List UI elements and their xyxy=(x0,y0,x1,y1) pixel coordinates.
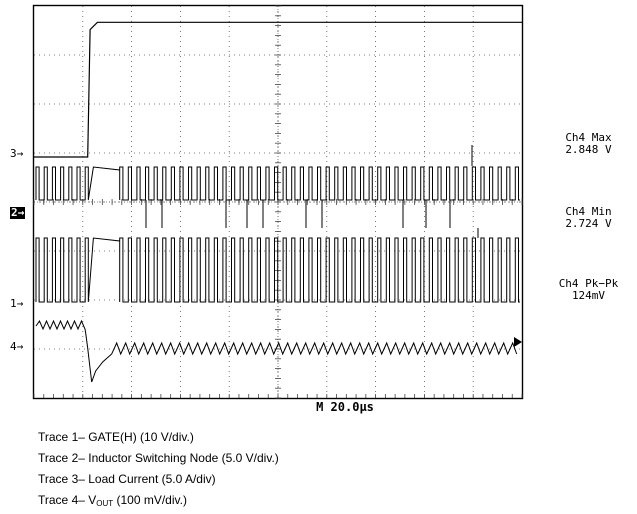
trigger-arrow-icon xyxy=(514,337,522,347)
trace-1-marker: 1→ xyxy=(10,297,24,310)
caption-trace-1: Trace 1– GATE(H) (10 V/div.) xyxy=(38,430,194,444)
ch4-pkpk-value: 124mV xyxy=(571,289,606,302)
ch4-max-label: Ch4 Max xyxy=(565,131,612,144)
ch4-max-readout: Ch4 Max 2.848 V xyxy=(540,132,637,156)
ch4-min-readout: Ch4 Min 2.724 V xyxy=(540,206,637,230)
trace-2-marker: 2→ xyxy=(10,206,26,219)
plot-frame xyxy=(32,4,524,400)
timebase-readout: M 20.0µs xyxy=(316,400,374,414)
trace-4-marker: 4→ xyxy=(10,340,24,353)
trace-2-switching-node xyxy=(35,166,520,201)
trace-1-gate-high xyxy=(35,237,520,303)
caption-trace-2: Trace 2– Inductor Switching Node (5.0 V/… xyxy=(38,451,279,465)
trace-3-load-current xyxy=(34,21,522,158)
ch4-min-label: Ch4 Min xyxy=(565,205,612,218)
trace-3-marker: 3→ xyxy=(10,147,24,160)
ch4-max-value: 2.848 V xyxy=(565,143,612,156)
trace-captions: Trace 1– GATE(H) (10 V/div.) Trace 2– In… xyxy=(38,427,279,514)
trace-group xyxy=(34,21,522,383)
ch4-pkpk-readout: Ch4 Pk−Pk 124mV xyxy=(540,278,637,302)
trace-4-vout xyxy=(35,319,518,383)
caption-trace-4: Trace 4– VOUT (100 mV/div.) xyxy=(38,493,187,508)
oscilloscope-plot xyxy=(32,4,524,400)
caption-trace-3: Trace 3– Load Current (5.0 A/div) xyxy=(38,472,216,486)
ch4-pkpk-label: Ch4 Pk−Pk xyxy=(558,277,619,290)
plot-grid xyxy=(33,5,523,399)
ch4-min-value: 2.724 V xyxy=(565,217,612,230)
